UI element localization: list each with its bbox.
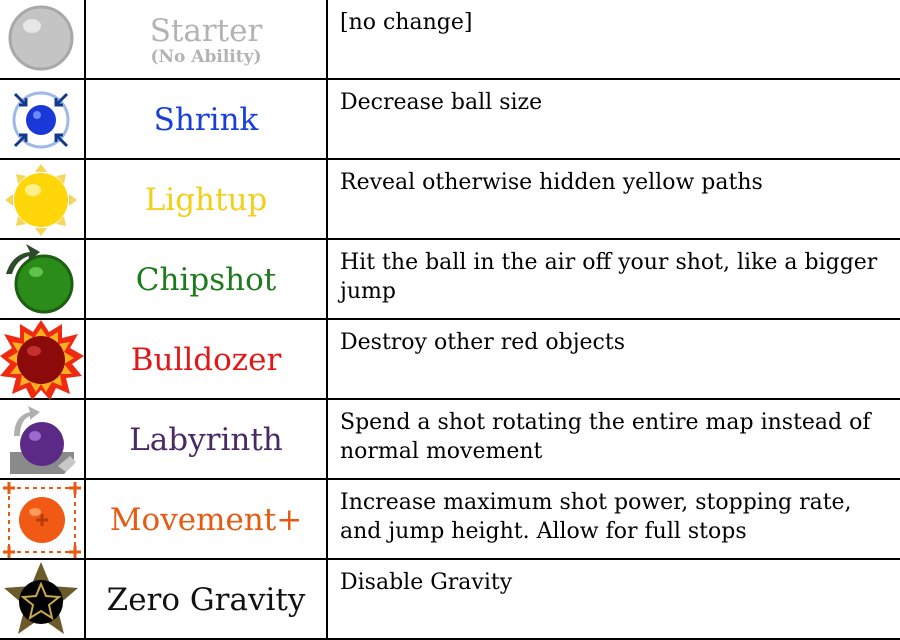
ability-name-cell: Movement+ [86,480,326,560]
ability-description: Reveal otherwise hidden yellow paths [340,170,763,195]
table-row: Bulldozer Destroy other red objects [0,320,900,400]
column-divider [326,0,328,640]
ability-name: Bulldozer [130,342,282,378]
ability-description: Increase maximum shot power, stopping ra… [340,490,852,544]
ability-name: Shrink [153,102,259,138]
ability-name: Zero Gravity [106,582,306,618]
sun-ball-icon [0,160,84,240]
table-row: Movement+ Increase maximum shot power, s… [0,480,900,560]
ability-name-cell: Zero Gravity [86,560,326,640]
ability-name-cell: Labyrinth [86,400,326,480]
table-row: Shrink Decrease ball size [0,80,900,160]
table-row: Lightup Reveal otherwise hidden yellow p… [0,160,900,240]
table-row: Labyrinth Spend a shot rotating the enti… [0,400,900,480]
ability-name-cell: Bulldozer [86,320,326,400]
table-row: Chipshot Hit the ball in the air off you… [0,240,900,320]
ability-description: Disable Gravity [340,570,513,595]
ability-name-cell: Chipshot [86,240,326,320]
ability-name: Chipshot [135,262,277,298]
rotate-ball-icon [0,400,84,480]
column-divider [84,0,86,640]
star-ball-icon [0,560,84,640]
movement-ball-icon [0,480,84,560]
ability-description: Destroy other red objects [340,330,625,355]
ability-name: Labyrinth [129,422,283,458]
flame-ball-icon [0,320,84,400]
ability-name-cell: Shrink [86,80,326,160]
ability-name-cell: Starter (No Ability) [86,0,326,80]
table-row: Zero Gravity Disable Gravity [0,560,900,640]
ability-name: Starter [149,13,263,49]
grey-ball-icon [0,0,84,80]
ability-description: Hit the ball in the air off your shot, l… [340,250,878,304]
ability-name: Movement+ [109,502,303,538]
ability-description: [no change] [340,10,473,35]
ability-description: Spend a shot rotating the entire map ins… [340,410,871,464]
ability-name: Lightup [144,182,268,218]
table-row: Starter (No Ability) [no change] [0,0,900,80]
shrink-ball-icon [0,80,84,160]
chipshot-ball-icon [0,240,84,320]
ability-name-cell: Lightup [86,160,326,240]
ability-subtitle: (No Ability) [150,47,262,67]
ability-description: Decrease ball size [340,90,543,115]
